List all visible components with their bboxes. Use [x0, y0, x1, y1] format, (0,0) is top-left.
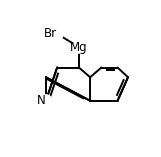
Text: N: N — [37, 94, 46, 107]
Circle shape — [51, 28, 63, 40]
Text: Mg: Mg — [70, 41, 88, 54]
Text: Br: Br — [44, 27, 57, 40]
Circle shape — [73, 41, 85, 53]
Circle shape — [40, 95, 52, 107]
